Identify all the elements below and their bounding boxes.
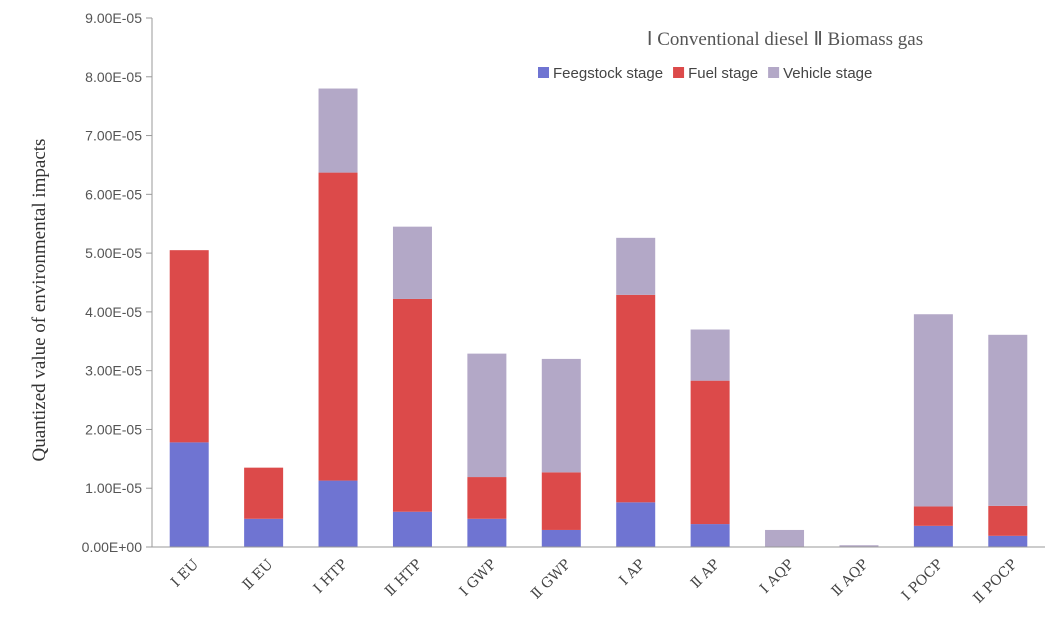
legend-label: Feegstock stage	[553, 65, 663, 82]
x-tick-label: Ⅰ HTP	[311, 557, 351, 597]
bar-segment	[392, 226, 432, 299]
x-tick-label: Ⅰ AP	[616, 557, 648, 589]
x-tick-label: Ⅱ AP	[688, 557, 723, 592]
bar-segment	[467, 353, 507, 478]
bar-segment	[616, 237, 656, 295]
bar-segment	[541, 529, 581, 547]
x-tick-label: Ⅰ EU	[168, 556, 202, 590]
y-tick-label: 7.00E-05	[85, 128, 142, 144]
bar-segment	[765, 529, 805, 547]
y-axis-label: Quantized value of environmental impacts	[29, 139, 50, 462]
x-tick-label: Ⅱ POCP	[970, 557, 1020, 607]
bar-segment	[913, 525, 953, 547]
y-tick-label: 1.00E-05	[85, 480, 142, 496]
x-tick-label: Ⅰ POCP	[899, 557, 946, 604]
y-tick-label: 3.00E-05	[85, 363, 142, 379]
bar-segment	[988, 334, 1028, 506]
y-tick-label: 9.00E-05	[85, 10, 142, 26]
bar-segment	[541, 358, 581, 473]
legend: Feegstock stage Fuel stage Vehicle stage	[538, 65, 872, 82]
bar-segment	[690, 380, 730, 525]
bar-segment	[244, 467, 284, 519]
y-tick-label: 8.00E-05	[85, 69, 142, 85]
x-tick-label: Ⅱ HTP	[382, 557, 425, 600]
bar-segment	[169, 442, 209, 547]
bar-segment	[988, 535, 1028, 547]
legend-label: Vehicle stage	[783, 65, 872, 82]
x-tick-label: Ⅱ EU	[240, 556, 277, 593]
legend-label: Fuel stage	[688, 65, 758, 82]
x-axis: Ⅰ EU Ⅱ EU Ⅰ HTP Ⅱ HTP Ⅰ GWP Ⅱ GWP Ⅰ AP Ⅱ AP Ⅰ AQ…	[152, 546, 1045, 607]
x-tick-label: Ⅰ GWP	[457, 557, 500, 600]
y-axis: 0.00E+00 1.00E-05 2.00E-05 3.00E-05 4.00E-05…	[82, 10, 153, 555]
bar-segment	[467, 477, 507, 519]
bar-segment	[988, 505, 1028, 536]
x-tick-label: Ⅱ AQP	[829, 557, 872, 600]
bar-segment	[690, 524, 730, 547]
bar-segment	[913, 506, 953, 526]
y-tick-label: 4.00E-05	[85, 304, 142, 320]
bar-segment	[318, 172, 358, 481]
bar-segment	[616, 502, 656, 547]
bar-segment	[318, 480, 358, 547]
bar-segment	[392, 298, 432, 512]
bar-segment	[467, 518, 507, 547]
x-tick-label: Ⅰ AQP	[757, 557, 797, 597]
series-annotation: Ⅰ Conventional diesel Ⅱ Biomass gas	[647, 29, 923, 50]
bar-segment	[839, 545, 879, 547]
y-tick-label: 2.00E-05	[85, 421, 142, 437]
y-tick-label: 0.00E+00	[82, 539, 143, 555]
legend-swatch	[673, 67, 685, 78]
bar-segment	[169, 250, 209, 443]
bar-segment	[541, 472, 581, 530]
legend-swatch	[768, 67, 780, 78]
bar-segment	[392, 511, 432, 547]
bar-segment	[616, 294, 656, 503]
bars	[169, 88, 1028, 547]
bar-segment	[913, 314, 953, 507]
bar-segment	[690, 329, 730, 381]
x-tick-label: Ⅱ GWP	[528, 557, 574, 603]
y-tick-label: 6.00E-05	[85, 186, 142, 202]
bar-segment	[244, 518, 284, 547]
bar-segment	[318, 88, 358, 173]
y-tick-label: 5.00E-05	[85, 245, 142, 261]
legend-swatch	[538, 67, 549, 78]
